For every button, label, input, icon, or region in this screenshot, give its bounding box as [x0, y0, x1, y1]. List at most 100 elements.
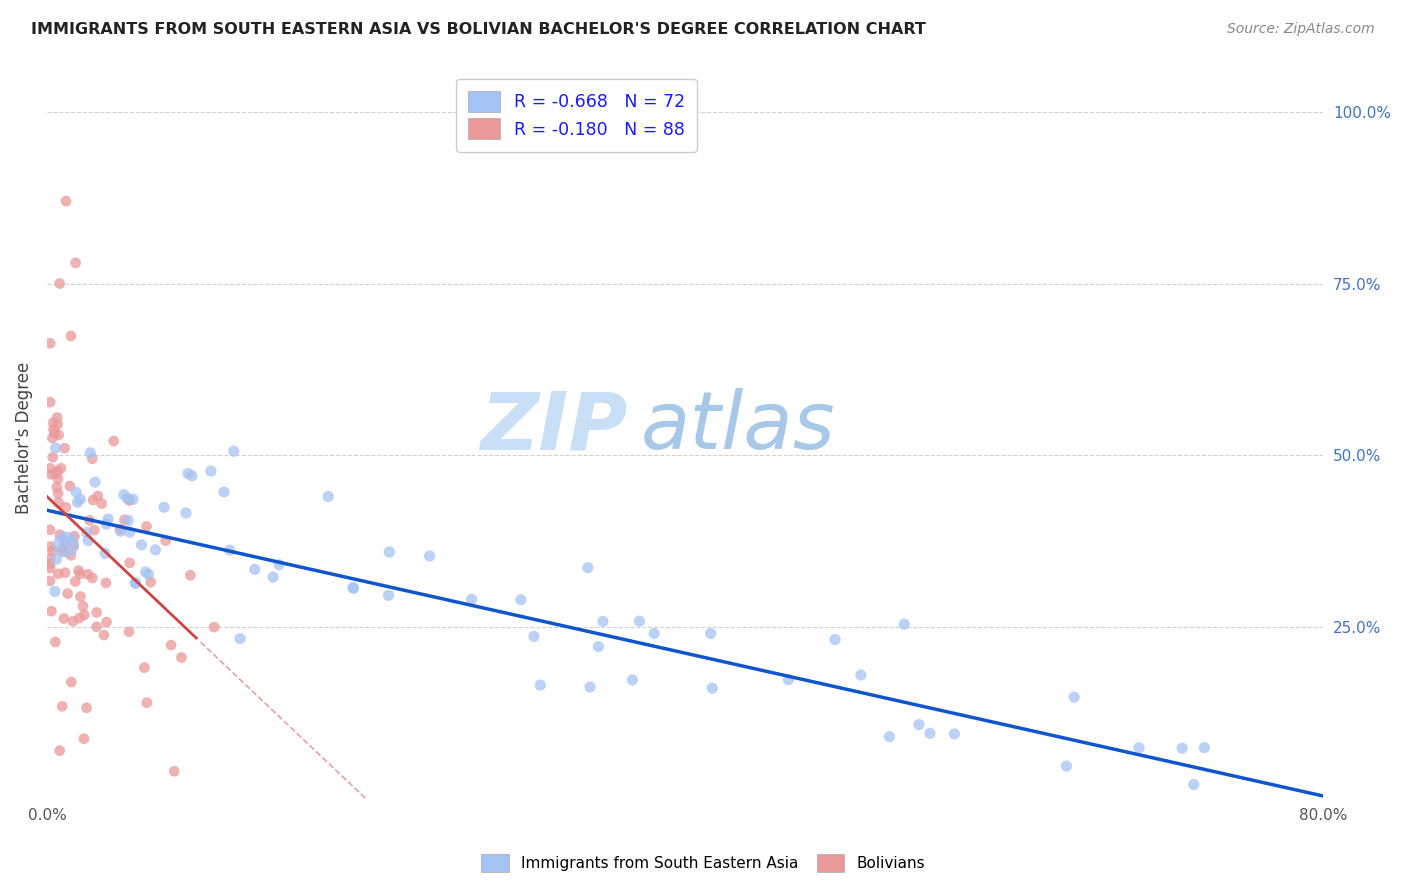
Point — [588, 640, 610, 654]
Point — [579, 680, 602, 694]
Point — [65, 256, 87, 270]
Point — [51, 699, 73, 714]
Point — [94, 546, 117, 560]
Point — [69, 590, 91, 604]
Point — [65, 485, 87, 500]
Point — [908, 717, 931, 731]
Point — [39, 561, 62, 575]
Point — [63, 529, 86, 543]
Point — [643, 626, 665, 640]
Point — [60, 675, 83, 690]
Point — [69, 566, 91, 581]
Point — [145, 542, 167, 557]
Point — [59, 549, 82, 563]
Point — [529, 678, 551, 692]
Point — [131, 538, 153, 552]
Point — [262, 570, 284, 584]
Point — [1194, 740, 1216, 755]
Point — [44, 426, 66, 441]
Point — [45, 552, 67, 566]
Point — [269, 558, 291, 572]
Point — [84, 475, 107, 490]
Point — [46, 486, 69, 500]
Point — [48, 428, 70, 442]
Point — [112, 487, 135, 501]
Point — [879, 730, 901, 744]
Point — [79, 446, 101, 460]
Point — [45, 441, 67, 455]
Point — [229, 632, 252, 646]
Point — [138, 567, 160, 582]
Point — [177, 467, 200, 481]
Point — [83, 523, 105, 537]
Point — [51, 541, 73, 556]
Point — [118, 624, 141, 639]
Point — [918, 726, 941, 740]
Text: IMMIGRANTS FROM SOUTH EASTERN ASIA VS BOLIVIAN BACHELOR'S DEGREE CORRELATION CHA: IMMIGRANTS FROM SOUTH EASTERN ASIA VS BO… — [31, 22, 925, 37]
Point — [124, 575, 146, 590]
Point — [48, 495, 70, 509]
Point — [419, 549, 441, 563]
Point — [160, 638, 183, 652]
Legend: R = -0.668   N = 72, R = -0.180   N = 88: R = -0.668 N = 72, R = -0.180 N = 88 — [457, 78, 697, 152]
Point — [79, 513, 101, 527]
Point — [86, 606, 108, 620]
Point — [122, 492, 145, 507]
Point — [46, 417, 69, 432]
Point — [139, 574, 162, 589]
Point — [1063, 690, 1085, 705]
Point — [702, 681, 724, 695]
Point — [1182, 777, 1205, 791]
Point — [181, 468, 204, 483]
Point — [135, 519, 157, 533]
Point — [46, 566, 69, 581]
Point — [39, 551, 62, 566]
Point — [41, 431, 63, 445]
Point — [44, 635, 66, 649]
Point — [943, 727, 966, 741]
Point — [377, 588, 399, 602]
Point — [243, 562, 266, 576]
Point — [93, 628, 115, 642]
Point — [59, 329, 82, 343]
Point — [103, 434, 125, 448]
Point — [94, 575, 117, 590]
Point — [86, 620, 108, 634]
Point — [621, 673, 644, 687]
Point — [73, 607, 96, 622]
Point — [73, 731, 96, 746]
Point — [893, 617, 915, 632]
Point — [55, 500, 77, 515]
Point — [59, 479, 82, 493]
Point — [117, 491, 139, 506]
Point — [170, 650, 193, 665]
Point — [592, 615, 614, 629]
Point — [39, 574, 62, 588]
Point — [46, 472, 69, 486]
Point — [77, 533, 100, 548]
Point — [46, 410, 69, 425]
Text: Source: ZipAtlas.com: Source: ZipAtlas.com — [1227, 22, 1375, 37]
Point — [117, 513, 139, 527]
Point — [153, 500, 176, 515]
Point — [48, 744, 70, 758]
Point — [114, 513, 136, 527]
Point — [42, 423, 65, 437]
Point — [55, 538, 77, 552]
Point — [179, 568, 201, 582]
Point — [41, 604, 63, 618]
Point — [90, 497, 112, 511]
Point — [343, 582, 366, 596]
Point — [39, 540, 62, 554]
Point — [76, 525, 98, 540]
Point — [39, 395, 62, 409]
Point — [39, 461, 62, 475]
Point — [135, 696, 157, 710]
Point — [509, 592, 531, 607]
Point — [42, 416, 65, 430]
Point — [55, 194, 77, 208]
Point — [222, 444, 245, 458]
Point — [55, 535, 77, 549]
Point — [576, 560, 599, 574]
Point — [82, 571, 104, 585]
